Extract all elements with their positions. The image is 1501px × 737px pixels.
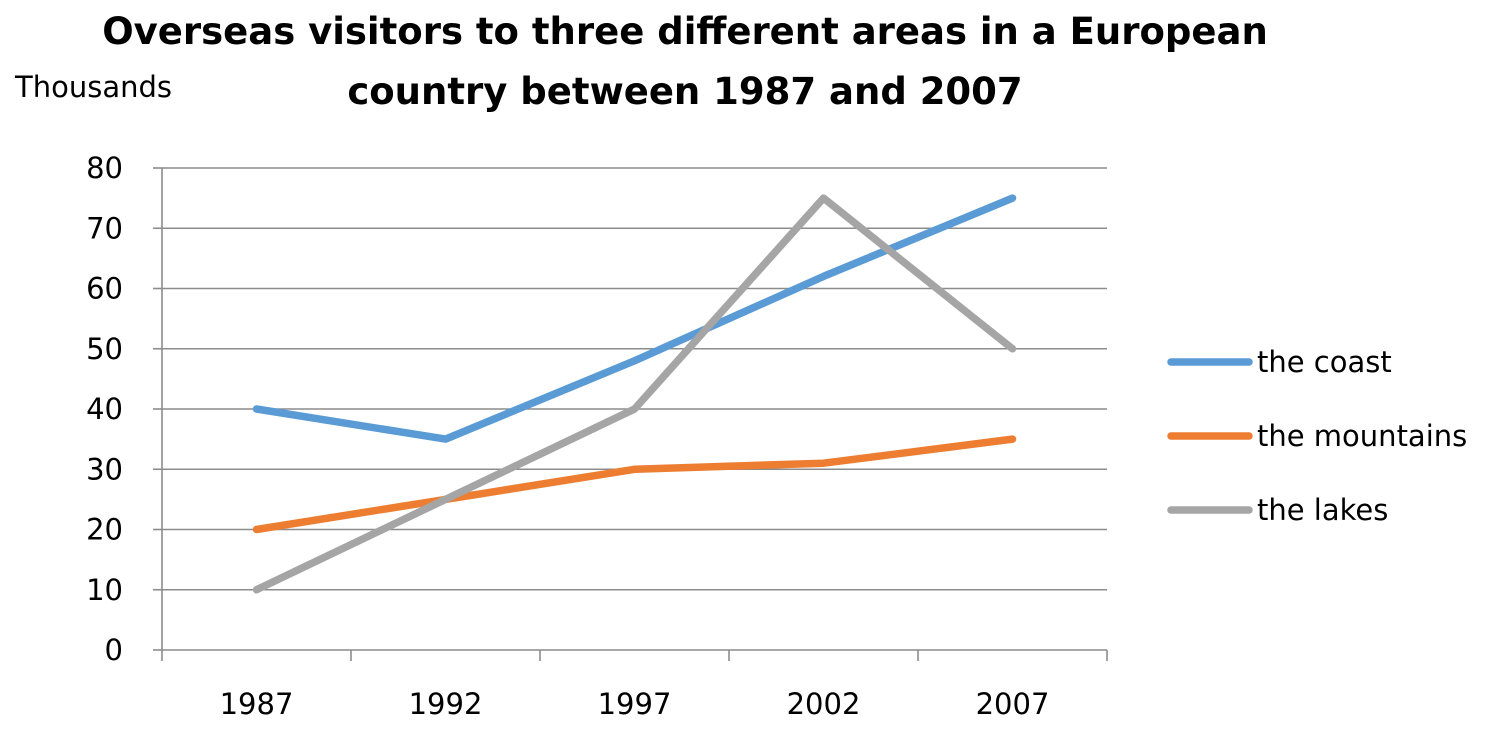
legend-label-the-mountains: the mountains: [1257, 419, 1467, 453]
series-lines: [252, 194, 1017, 594]
y-tick-label-70: 70: [86, 211, 123, 245]
axes: [153, 167, 1108, 661]
x-tick-label-1992: 1992: [409, 687, 483, 721]
x-tick-label-2002: 2002: [787, 687, 861, 721]
chart-title-line-1: Overseas visitors to three different are…: [102, 10, 1268, 53]
x-tick-label-1997: 1997: [598, 687, 672, 721]
y-tick-labels: 0 10 20 30 40 50 60 70 80: [86, 151, 123, 667]
gridlines: [162, 167, 1107, 591]
y-tick-label-30: 30: [86, 452, 123, 486]
y-tick-label-60: 60: [86, 272, 123, 306]
legend: the coast the mountains the lakes: [1167, 345, 1467, 527]
y-tick-label-40: 40: [86, 392, 123, 426]
legend-label-the-lakes: the lakes: [1257, 493, 1388, 527]
chart-title-line-2: country between 1987 and 2007: [347, 70, 1022, 113]
y-axis-label: Thousands: [14, 70, 172, 104]
y-tick-label-10: 10: [86, 573, 123, 607]
series-line-the-mountains: [252, 435, 1017, 534]
x-tick-label-1987: 1987: [220, 687, 294, 721]
y-tick-label-80: 80: [86, 151, 123, 185]
legend-label-the-coast: the coast: [1257, 345, 1392, 379]
y-tick-label-50: 50: [86, 332, 123, 366]
series-line-the-lakes: [252, 194, 1017, 594]
y-tick-label-20: 20: [86, 513, 123, 547]
y-tick-label-0: 0: [105, 633, 123, 667]
x-tick-label-2007: 2007: [976, 687, 1050, 721]
x-tick-labels: 1987 1992 1997 2002 2007: [220, 687, 1050, 721]
series-line-the-coast: [252, 194, 1017, 443]
